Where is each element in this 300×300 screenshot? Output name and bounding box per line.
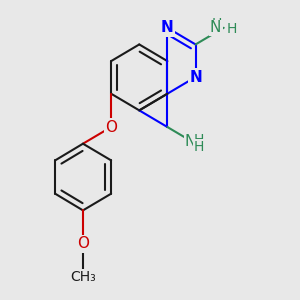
Text: N: N xyxy=(210,20,221,35)
Text: O: O xyxy=(77,236,89,251)
Text: O: O xyxy=(105,119,117,134)
Text: H: H xyxy=(212,17,222,32)
Text: N: N xyxy=(161,20,174,35)
Text: N: N xyxy=(185,134,196,148)
Text: H: H xyxy=(194,133,204,147)
Text: H: H xyxy=(194,140,204,154)
Text: CH₃: CH₃ xyxy=(70,270,96,284)
Text: H: H xyxy=(227,22,237,36)
Text: N: N xyxy=(189,70,202,85)
